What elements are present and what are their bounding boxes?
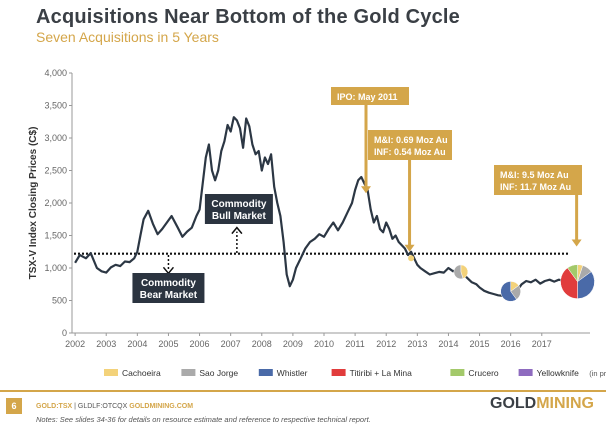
ipo-callout-text-0: IPO: May 2011 (337, 92, 398, 102)
legend-swatch-4 (450, 369, 465, 376)
pie-marker-1-slice-1 (453, 264, 464, 280)
series-line-tsx-v (74, 116, 569, 299)
legend-label-2: Whistler (277, 368, 308, 378)
chart: 0 500 1,000 1,500 2,000 2,500 3,000 3,500 4,000 2… (28, 68, 606, 378)
x-tick-label-2014: 2014 (438, 339, 458, 349)
resource-callout-2-box (494, 165, 582, 195)
bear-market-label-text-1: Bear Market (140, 290, 198, 301)
x-tick-label-2009: 2009 (283, 339, 303, 349)
resource-callout-2-tip (571, 239, 582, 247)
page-number: 6 (6, 398, 22, 414)
legend-swatch-0 (104, 369, 118, 376)
pie-marker-3-slice-2 (577, 271, 595, 299)
logo-mining: MINING (536, 395, 594, 412)
y-axis-title: TSX-V Index Closing Prices (C$) (28, 127, 39, 280)
pie-marker-3-slice-3 (560, 267, 578, 299)
legend-label-5: Yellowknife (537, 368, 579, 378)
legend-label-4: Crucero (468, 368, 499, 378)
y-tick-label-1000: 1,000 (44, 263, 67, 273)
bear-market-label-text-0: Commodity (141, 278, 196, 289)
resource-callout-1-tip (404, 244, 415, 252)
legend-swatch-1 (181, 369, 196, 376)
y-tick-label-2000: 2,000 (44, 198, 67, 208)
x-tick-label-2005: 2005 (158, 339, 178, 349)
x-tick-label-2002: 2002 (65, 339, 85, 349)
legend-note-5: (in preparation) (589, 369, 606, 378)
x-tick-label-2017: 2017 (532, 339, 552, 349)
y-tick-label-3500: 3,500 (44, 101, 67, 111)
ipo-callout-tip (361, 186, 371, 194)
x-tick-label-2004: 2004 (127, 339, 147, 349)
legend-label-0: Cachoeira (122, 368, 161, 378)
x-tick-label-2013: 2013 (407, 339, 427, 349)
resource-callout-2-text-1: INF: 11.7 Moz Au (500, 182, 571, 192)
bull-market-label-text-1: Bull Market (212, 211, 267, 222)
bull-market-label-text-0: Commodity (211, 199, 266, 210)
x-tick-label-2011: 2011 (345, 339, 364, 349)
x-tick-label-2008: 2008 (252, 339, 272, 349)
y-tick-label-3000: 3,000 (44, 133, 67, 143)
resource-callout-2-text-0: M&I: 9.5 Moz Au (500, 170, 569, 180)
logo-gold: GOLD (490, 395, 537, 412)
pie-marker-2-slice-2 (500, 281, 517, 302)
footnote: Notes: See slides 34-36 for details on r… (36, 415, 371, 424)
ipo-callout-box (331, 87, 409, 105)
pie-marker-3-slice-4 (567, 264, 578, 283)
bull-arrow-head (231, 226, 243, 235)
y-tick-label-2500: 2,500 (44, 166, 67, 176)
legend-label-3: Titiribi + La Mina (350, 368, 413, 378)
bull-market-label-box (204, 194, 273, 224)
footer-divider (0, 390, 606, 392)
legend-swatch-5 (518, 369, 533, 376)
pie-marker-1-slice-0 (460, 264, 469, 279)
resource-callout-1-text-1: INF: 0.54 Moz Au (374, 147, 446, 157)
legend-swatch-3 (331, 369, 346, 376)
bear-market-label-box (132, 273, 205, 303)
company-logo: GOLDMINING (490, 395, 594, 413)
pie-marker-0-slice-0 (408, 255, 415, 262)
x-tick-label-2010: 2010 (314, 339, 334, 349)
x-tick-label-2015: 2015 (470, 339, 490, 349)
x-tick-label-2006: 2006 (190, 339, 210, 349)
x-tick-label-2012: 2012 (376, 339, 396, 349)
y-tick-label-500: 500 (52, 296, 67, 306)
y-tick-label-0: 0 (62, 328, 67, 338)
legend-label-1: Sao Jorge (199, 368, 238, 378)
y-tick-label-1500: 1,500 (44, 231, 67, 241)
resource-callout-1-box (368, 130, 452, 160)
x-tick-label-2016: 2016 (501, 339, 521, 349)
legend-swatch-2 (258, 369, 273, 376)
ticker-otc: GLDLF:OTCQX (77, 403, 128, 410)
x-tick-label-2003: 2003 (96, 339, 116, 349)
page-subtitle: Seven Acquisitions in 5 Years (36, 29, 219, 45)
page-title: Acquisitions Near Bottom of the Gold Cyc… (36, 6, 460, 28)
resource-callout-1-text-0: M&I: 0.69 Moz Au (374, 135, 448, 145)
x-tick-label-2007: 2007 (221, 339, 241, 349)
y-tick-label-4000: 4,000 (44, 68, 67, 78)
ticker-tsx: GOLD:TSX (36, 403, 73, 410)
tickers: GOLD:TSX | GLDLF:OTCQX GOLDMINING.COM (36, 403, 194, 410)
website-link[interactable]: GOLDMINING.COM (129, 403, 194, 410)
